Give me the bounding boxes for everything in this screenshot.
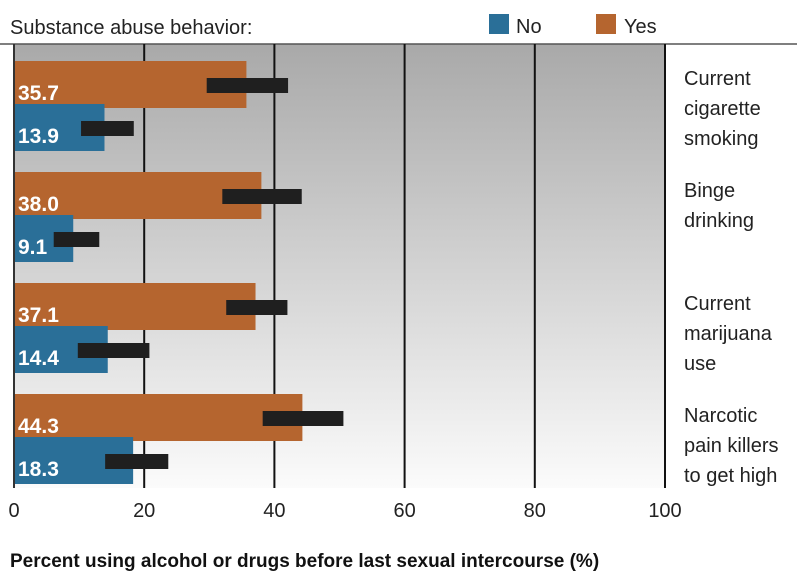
error-bar-yes	[262, 411, 344, 426]
legend: No Yes	[489, 14, 657, 38]
bar-yes	[14, 394, 303, 441]
error-bar-yes	[226, 300, 288, 315]
category-label: Binge	[684, 180, 735, 202]
error-bar-no	[77, 343, 150, 358]
value-label-yes: 37.1	[18, 304, 59, 327]
value-label-no: 13.9	[18, 125, 59, 148]
legend-label-yes: Yes	[624, 16, 657, 38]
x-tick-label: 40	[263, 500, 285, 522]
bar-yes	[14, 283, 256, 330]
bars	[14, 61, 303, 484]
bar-yes	[14, 172, 262, 219]
error-bar-yes	[222, 189, 302, 204]
chart-title: Substance abuse behavior:	[10, 17, 252, 39]
x-axis-label: Percent using alcohol or drugs before la…	[10, 551, 599, 572]
category-label: Current	[684, 293, 751, 315]
x-tick-label: 80	[524, 500, 546, 522]
error-bar-no	[105, 454, 169, 469]
x-tick-labels: 0 20 40 60 80 100	[8, 500, 681, 522]
category-label: to get high	[684, 465, 777, 487]
x-tick-label: 60	[393, 500, 415, 522]
category-label: pain killers	[684, 435, 778, 457]
category-label: cigarette	[684, 98, 761, 120]
x-tick-label: 20	[133, 500, 155, 522]
category-label: smoking	[684, 128, 758, 150]
value-label-no: 18.3	[18, 458, 59, 481]
category-labels: Current cigarette smoking Binge drinking Curr…	[684, 68, 778, 487]
legend-swatch-no	[489, 14, 509, 34]
value-label-no: 14.4	[18, 347, 59, 370]
error-bar-yes	[206, 78, 289, 93]
legend-label-no: No	[516, 16, 542, 38]
value-label-no: 9.1	[18, 236, 48, 259]
error-bar-no	[81, 121, 134, 136]
category-label: drinking	[684, 210, 754, 232]
category-label: Narcotic	[684, 405, 757, 427]
x-tick-label: 100	[648, 500, 681, 522]
category-label: marijuana	[684, 323, 773, 345]
legend-swatch-yes	[596, 14, 616, 34]
error-bar-no	[53, 232, 100, 247]
category-label: Current	[684, 68, 751, 90]
value-labels: 35.7 13.9 38.0 9.1 37.1 14.4 44.3 18.3	[18, 82, 59, 481]
value-label-yes: 44.3	[18, 415, 59, 438]
x-tick-label: 0	[8, 500, 19, 522]
value-label-yes: 38.0	[18, 193, 59, 216]
category-label: use	[684, 353, 716, 375]
error-bars	[53, 78, 344, 469]
value-label-yes: 35.7	[18, 82, 59, 105]
